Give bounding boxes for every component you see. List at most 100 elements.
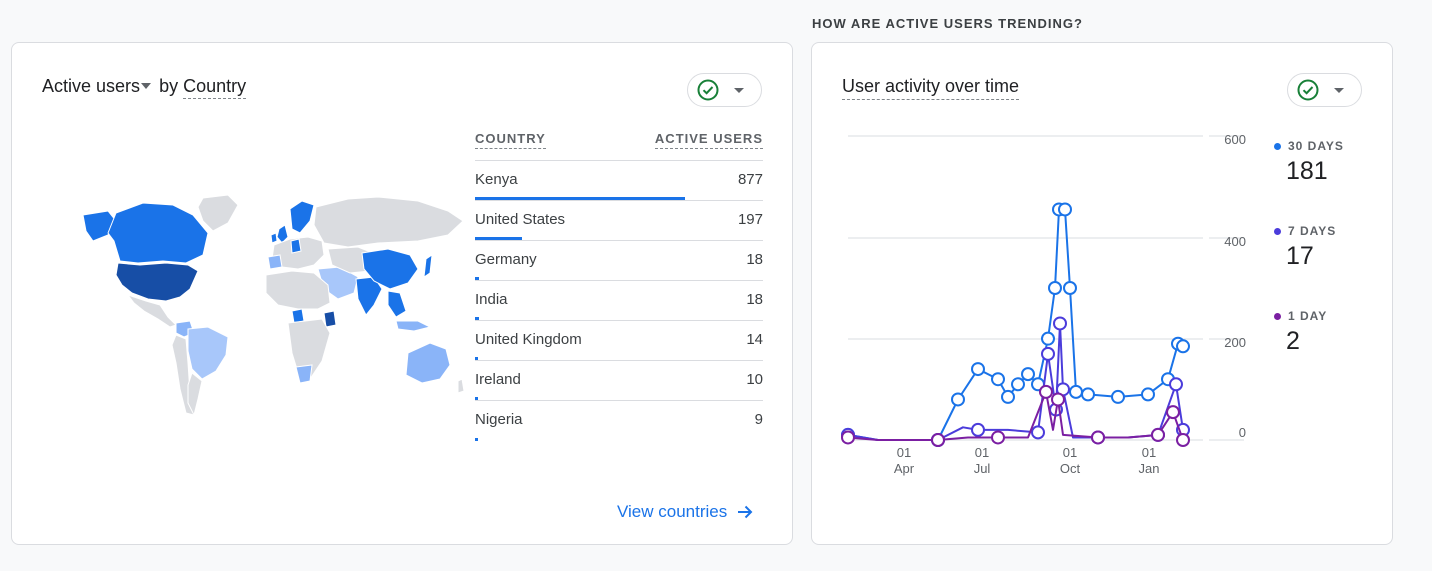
value-bar — [475, 397, 478, 400]
dimension-selector[interactable]: Country — [183, 76, 247, 99]
x-tick-label-month: Apr — [894, 461, 915, 476]
map-region-germany[interactable] — [290, 238, 302, 254]
table-row[interactable]: United Kingdom 14 — [475, 321, 763, 361]
map-region-kenya[interactable] — [323, 310, 337, 328]
legend-label: 7 DAYS — [1288, 224, 1337, 238]
map-region-mexico[interactable] — [126, 294, 177, 328]
map-region-southeast-asia[interactable] — [387, 290, 407, 318]
map-region-new-zealand[interactable] — [457, 378, 465, 394]
active-users-value: 197 — [737, 211, 763, 228]
legend-dot — [1274, 142, 1281, 150]
x-tick-label-month: Jul — [974, 461, 991, 476]
country-name: Kenya — [475, 171, 518, 188]
x-tick-label-day: 01 — [975, 445, 989, 460]
section-heading: HOW ARE ACTIVE USERS TRENDING? — [812, 16, 1083, 31]
map-region-ireland[interactable] — [270, 232, 278, 244]
metric-selector[interactable]: Active users — [42, 76, 141, 96]
map-region-russia[interactable] — [313, 196, 464, 248]
map-region-greenland[interactable] — [197, 194, 239, 232]
map-region-brazil[interactable] — [187, 326, 229, 380]
country-name: Ireland — [475, 371, 521, 388]
data-point — [951, 392, 965, 407]
country-name: United States — [475, 211, 566, 228]
map-region-australia[interactable] — [405, 342, 451, 384]
y-tick-label: 200 — [1224, 335, 1246, 350]
legend-dot — [1274, 312, 1281, 320]
view-countries-link[interactable]: View countries — [617, 502, 753, 522]
map-region-united-states[interactable] — [115, 262, 199, 302]
table-header: COUNTRY ACTIVE USERS — [475, 131, 763, 161]
data-point — [1048, 281, 1062, 295]
map-region-united-kingdom[interactable] — [276, 224, 289, 244]
column-header-country[interactable]: COUNTRY — [475, 131, 546, 149]
comparison-chip[interactable] — [1287, 73, 1362, 107]
x-tick-label-month: Jan — [1139, 461, 1160, 476]
column-header-active-users[interactable]: ACTIVE USERS — [654, 131, 763, 149]
x-tick-label-day: 01 — [1063, 445, 1077, 460]
data-point — [971, 422, 985, 437]
table-row[interactable]: Ireland 10 — [475, 361, 763, 401]
legend-item-7-days: 7 DAYS 17 — [1274, 224, 1336, 271]
active-users-value: 10 — [746, 371, 763, 388]
country-table: COUNTRY ACTIVE USERS Kenya 877 United Sta… — [475, 131, 763, 441]
active-users-value: 18 — [746, 251, 763, 268]
metric-dropdown-caret-icon[interactable] — [141, 83, 152, 90]
value-bar — [475, 277, 480, 280]
card-title[interactable]: User activity over time — [842, 76, 1020, 100]
data-point — [1053, 316, 1067, 331]
map-region-canada[interactable] — [107, 202, 209, 264]
by-text: by — [159, 76, 179, 96]
series-line — [847, 208, 1184, 441]
data-point — [1041, 331, 1055, 346]
country-name: India — [475, 291, 508, 308]
legend-item-1-day: 1 DAY 2 — [1274, 309, 1327, 356]
chevron-down-icon — [734, 87, 744, 93]
map-region-argentina[interactable] — [187, 372, 203, 417]
country-name: United Kingdom — [475, 331, 582, 348]
data-point — [1039, 384, 1053, 399]
data-point — [1058, 202, 1072, 217]
chevron-down-icon — [1334, 87, 1344, 93]
value-bar — [475, 357, 479, 360]
map-region-spain[interactable] — [267, 254, 283, 270]
active-users-value: 18 — [746, 291, 763, 308]
map-region-south-africa[interactable] — [295, 364, 313, 384]
table-row[interactable]: United States 197 — [475, 201, 763, 241]
value-bar — [475, 438, 478, 441]
data-point — [1069, 384, 1083, 399]
data-point — [1166, 405, 1180, 420]
x-tick-label-month: Oct — [1060, 461, 1081, 476]
map-region-africa-north[interactable] — [265, 270, 331, 310]
view-countries-label: View countries — [617, 502, 728, 521]
table-row[interactable]: Kenya 877 — [475, 161, 763, 201]
data-point — [1141, 387, 1155, 402]
world-map[interactable] — [78, 193, 468, 418]
country-name: Germany — [475, 251, 537, 268]
user-activity-card: User activity over time 600 400 200 0 01 Apr 0… — [811, 42, 1393, 545]
arrow-right-icon — [738, 505, 753, 519]
table-row[interactable]: Germany 18 — [475, 241, 763, 281]
map-region-japan[interactable] — [423, 253, 433, 279]
legend-dot — [1274, 227, 1281, 235]
table-row[interactable]: Nigeria 9 — [475, 401, 763, 441]
data-point — [1091, 430, 1105, 445]
check-circle-icon — [1297, 79, 1319, 101]
active-users-value: 14 — [746, 331, 763, 348]
data-point — [971, 362, 985, 377]
y-tick-label: 400 — [1224, 234, 1246, 249]
map-region-africa-south[interactable] — [287, 318, 331, 380]
data-point — [991, 372, 1005, 387]
x-tick-label-day: 01 — [1142, 445, 1156, 460]
legend-label: 1 DAY — [1288, 309, 1328, 323]
legend-value: 17 — [1286, 242, 1314, 270]
active-users-value: 877 — [737, 171, 763, 188]
comparison-chip[interactable] — [687, 73, 762, 107]
map-region-scandinavia[interactable] — [289, 200, 315, 234]
map-region-indonesia[interactable] — [395, 320, 432, 332]
active-users-by-country-card: Active users by Country — [11, 42, 793, 545]
value-bar — [475, 317, 480, 320]
map-region-china[interactable] — [361, 248, 419, 290]
data-point — [1051, 392, 1065, 407]
table-row[interactable]: India 18 — [475, 281, 763, 321]
